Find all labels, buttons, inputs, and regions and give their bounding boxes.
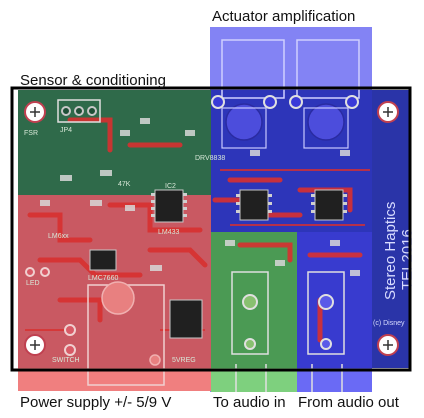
actuator-connector-left [221, 39, 285, 99]
label-audio-in: To audio in [213, 394, 286, 411]
audio-in-region [211, 232, 297, 392]
silk-switch: SWITCH [52, 357, 80, 364]
silk-ic2: IC2 [165, 183, 176, 190]
label-actuator: Actuator amplification [212, 8, 356, 25]
jp4-header [57, 99, 101, 123]
brand-line2: TEI 2016 [399, 229, 416, 290]
label-power: Power supply +/- 5/9 V [20, 394, 172, 411]
label-audio-out: From audio out [298, 394, 399, 411]
audio-out-jack [307, 271, 345, 355]
silk-fsr: FSR [24, 130, 38, 137]
sensor-region [18, 90, 211, 195]
silk-vreg: 5VREG [172, 357, 196, 364]
silk-lmc7660: LMC7660 [88, 275, 118, 282]
brand-line1: Stereo Haptics [382, 202, 399, 300]
audio-in-jack [231, 271, 269, 355]
actuator-connector-right [296, 39, 360, 99]
copyright: (c) Disney [373, 320, 405, 327]
silk-drv: DRV8838 [195, 155, 225, 162]
audio-out-region [297, 232, 372, 392]
silk-lm6xx: LM6xx [48, 233, 69, 240]
ic-drv-left [239, 189, 269, 221]
label-sensor: Sensor & conditioning [20, 72, 166, 89]
ic-drv-right [314, 189, 344, 221]
silk-lm433: LM433 [158, 229, 180, 236]
silk-led: LED [26, 280, 40, 287]
ic-lmc7660 [89, 249, 117, 271]
silk-jp4: JP4 [60, 127, 72, 134]
vreg [169, 299, 203, 339]
battery-pad [101, 281, 135, 315]
board-outline [10, 86, 412, 372]
ic-lm433 [154, 189, 184, 223]
silk-cap: 47K [118, 181, 131, 188]
